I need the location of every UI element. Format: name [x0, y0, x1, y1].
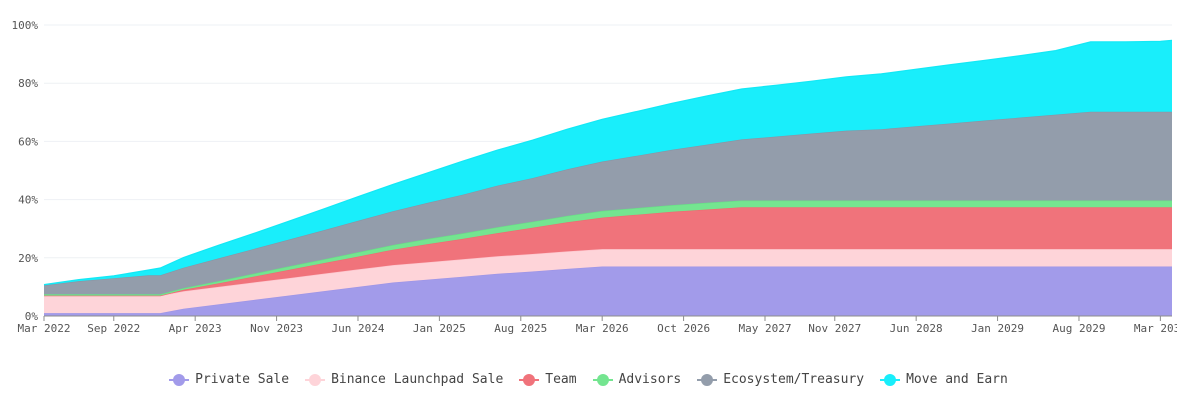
- chart-legend: Private Sale Binance Launchpad Sale Team Ad…: [0, 372, 1177, 387]
- x-tick-label: Mar 2022: [18, 322, 71, 335]
- legend-marker-icon: [880, 373, 901, 386]
- legend-marker-icon: [169, 373, 190, 386]
- x-tick-label: Jun 2028: [890, 322, 943, 335]
- x-tick-label: Aug 2029: [1052, 322, 1105, 335]
- series-area: [44, 111, 1172, 295]
- y-tick-label: 100%: [12, 19, 39, 32]
- x-tick-label: Jan 2025: [413, 322, 466, 335]
- legend-marker-icon: [592, 373, 613, 386]
- legend-label: Team: [545, 372, 577, 387]
- legend-label: Ecosystem/Treasury: [723, 372, 865, 387]
- series-line: [43, 39, 1173, 286]
- x-tick-label: Nov 2023: [250, 322, 303, 335]
- stacked-areas: [43, 39, 1173, 316]
- x-tick-label: Apr 2023: [169, 322, 222, 335]
- x-tick-label: Aug 2025: [494, 322, 547, 335]
- x-tick-label: Jun 2024: [331, 322, 384, 335]
- series-area: [44, 207, 1172, 296]
- x-axis: Mar 2022 Sep 2022 Apr 2023 Nov 2023 Jun 2024…: [18, 315, 1177, 335]
- x-tick-label: May 2027: [738, 322, 791, 335]
- x-tick-label: Mar 2026: [576, 322, 629, 335]
- series-area: [44, 266, 1172, 316]
- y-tick-label: 20%: [18, 252, 38, 265]
- x-tick-label: Nov 2027: [808, 322, 861, 335]
- series-area: [44, 40, 1172, 286]
- y-axis: 0% 20% 40% 60% 80% 100%: [12, 19, 39, 323]
- legend-marker-icon: [305, 373, 326, 386]
- y-tick-label: 80%: [18, 77, 38, 90]
- legend-item[interactable]: Team: [519, 372, 577, 387]
- legend-item[interactable]: Ecosystem/Treasury: [697, 372, 864, 387]
- legend-marker-icon: [519, 373, 540, 386]
- legend-label: Private Sale: [195, 372, 290, 387]
- legend-item[interactable]: Move and Earn: [880, 372, 1008, 387]
- x-tick-label: Jan 2029: [971, 322, 1024, 335]
- legend-label: Advisors: [618, 372, 682, 387]
- y-tick-label: 40%: [18, 194, 38, 207]
- legend-label: Binance Launchpad Sale: [331, 372, 504, 387]
- x-tick-label: Sep 2022: [87, 322, 140, 335]
- series-area: [44, 249, 1172, 314]
- x-tick-label: Oct 2026: [657, 322, 710, 335]
- legend-marker-icon: [697, 373, 718, 386]
- y-tick-label: 0%: [25, 310, 39, 323]
- legend-label: Move and Earn: [906, 372, 1008, 387]
- legend-item[interactable]: Binance Launchpad Sale: [305, 372, 503, 387]
- vesting-area-chart: Mar 2022 Sep 2022 Apr 2023 Nov 2023 Jun 2024…: [12, 19, 1177, 335]
- legend-item[interactable]: Advisors: [592, 372, 682, 387]
- y-tick-label: 60%: [18, 135, 38, 148]
- legend-item[interactable]: Private Sale: [169, 372, 289, 387]
